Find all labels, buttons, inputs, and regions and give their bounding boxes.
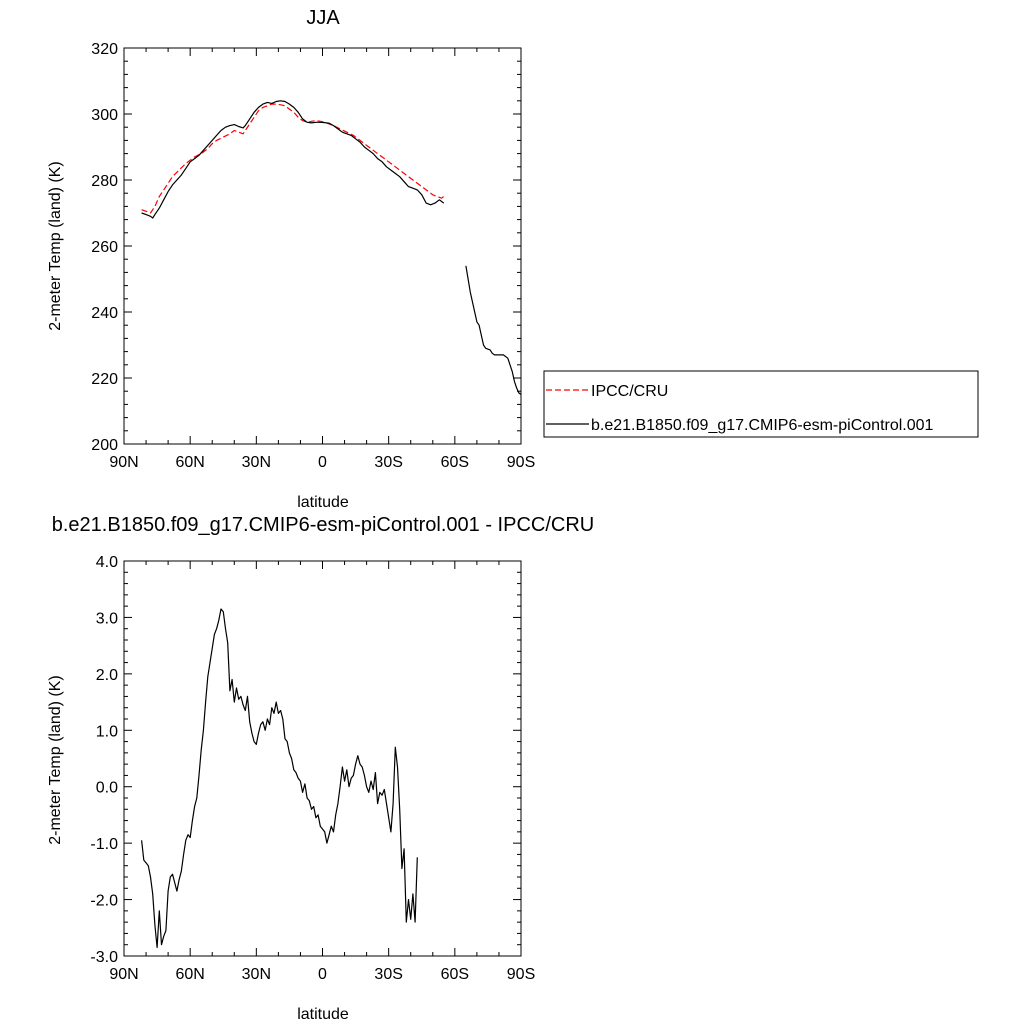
series-line-model bbox=[141, 100, 445, 219]
legend-label-ipcc-cru: IPCC/CRU bbox=[591, 383, 668, 400]
y-tick-label: 280 bbox=[91, 173, 118, 190]
legend-label-model: b.e21.B1850.f09_g17.CMIP6-esm-piControl.… bbox=[591, 417, 934, 434]
x-tick-label: 60N bbox=[175, 966, 204, 983]
y-tick-label: 2.0 bbox=[96, 667, 118, 684]
plot-area: 90N 60N 30N 0 30S 60S 90S -3.0 -2.0 -1.0 0.0 1.0 2.0… bbox=[90, 554, 535, 983]
x-tick-label: 0 bbox=[318, 454, 327, 471]
y-tick-label: -1.0 bbox=[90, 836, 118, 853]
chart-title: b.e21.B1850.f09_g17.CMIP6-esm-piControl.… bbox=[52, 514, 594, 536]
x-tick-label: 30S bbox=[374, 454, 402, 471]
x-tick-label: 30N bbox=[242, 966, 271, 983]
chart-difference: b.e21.B1850.f09_g17.CMIP6-esm-piControl.… bbox=[47, 514, 594, 1023]
x-tick-label: 90N bbox=[109, 454, 138, 471]
chart-title: JJA bbox=[306, 7, 340, 29]
legend-box bbox=[543, 370, 979, 438]
series-line-model bbox=[465, 265, 522, 395]
y-tick-label: 3.0 bbox=[96, 610, 118, 627]
x-tick-label: 90N bbox=[109, 966, 138, 983]
plot-frame bbox=[123, 560, 522, 957]
y-tick-label: 4.0 bbox=[96, 554, 118, 571]
y-tick-label: 220 bbox=[91, 371, 118, 388]
plot-area: 90N 60N 30N 0 30S 60S 90S 200 220 240 260 280 300 320 bbox=[91, 41, 535, 471]
x-tick-label: 90S bbox=[507, 454, 535, 471]
x-tick-label: 60N bbox=[175, 454, 204, 471]
y-tick-label: 1.0 bbox=[96, 723, 118, 740]
x-tick-label: 30S bbox=[374, 966, 402, 983]
x-axis-label: latitude bbox=[297, 1006, 349, 1023]
y-tick-label: 240 bbox=[91, 305, 118, 322]
series-line-model bbox=[141, 608, 418, 949]
x-tick-label: 90S bbox=[507, 966, 535, 983]
y-axis-label: 2-meter Temp (land) (K) bbox=[47, 161, 64, 331]
y-axis-label: 2-meter Temp (land) (K) bbox=[47, 675, 64, 845]
y-tick-label: 320 bbox=[91, 41, 118, 58]
x-tick-label: 60S bbox=[441, 966, 469, 983]
y-tick-label: 300 bbox=[91, 107, 118, 124]
x-axis-label: latitude bbox=[297, 494, 349, 511]
y-tick-label: -2.0 bbox=[90, 893, 118, 910]
y-tick-label: 200 bbox=[91, 437, 118, 454]
y-tick-label: -3.0 bbox=[90, 949, 118, 966]
series-line-ipcc-cru bbox=[141, 103, 445, 214]
x-tick-label: 30N bbox=[242, 454, 271, 471]
plot-frame bbox=[123, 47, 522, 445]
x-tick-label: 60S bbox=[441, 454, 469, 471]
x-tick-label: 0 bbox=[318, 966, 327, 983]
y-tick-label: 260 bbox=[91, 239, 118, 256]
legend: IPCC/CRU b.e21.B1850.f09_g17.CMIP6-esm-p… bbox=[543, 370, 979, 438]
chart-temperature: JJA 90N 60N 30N 0 30S 60S 90S 200 220 240 260 280 30… bbox=[47, 7, 979, 511]
y-tick-label: 0.0 bbox=[96, 780, 118, 797]
